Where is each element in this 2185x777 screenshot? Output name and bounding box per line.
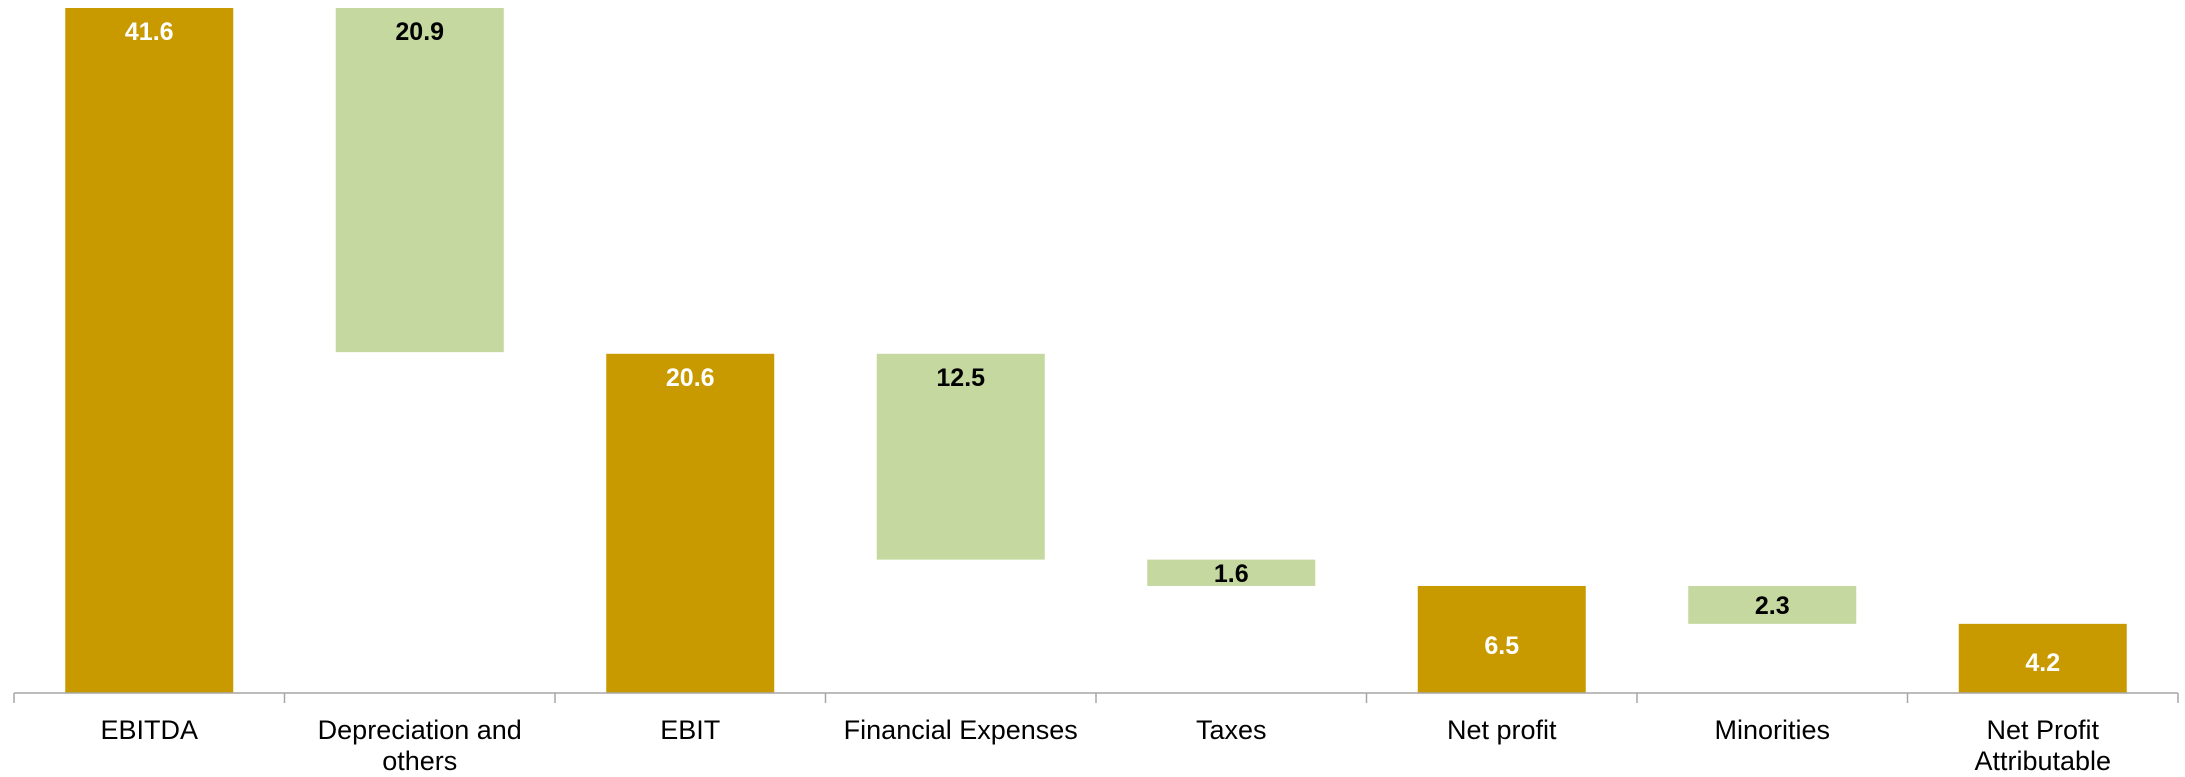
bar-total [1958, 623, 2127, 693]
data-label: 2.3 [1755, 592, 1790, 620]
bar-decrease [1688, 585, 1857, 624]
category-label-line: Depreciation and [318, 715, 522, 745]
data-label: 20.6 [666, 364, 715, 392]
category-label-line: Financial Expenses [844, 715, 1078, 745]
data-label: 1.6 [1214, 560, 1249, 588]
category-label-line: Net profit [1447, 715, 1557, 745]
bar-total [65, 8, 234, 693]
category-label-line: Taxes [1196, 715, 1267, 745]
bar-decrease [1147, 559, 1316, 586]
bar-total [1417, 585, 1586, 693]
category-label-line: Attributable [1974, 746, 2111, 776]
category-label: Depreciation and others [318, 715, 522, 776]
category-label: Financial Expenses [844, 715, 1078, 745]
category-label: Taxes [1196, 715, 1267, 745]
data-label: 12.5 [936, 364, 985, 392]
bar-total [606, 353, 775, 693]
bar-decrease [335, 8, 504, 353]
data-label: 41.6 [125, 18, 174, 46]
category-label-line: EBITDA [100, 715, 198, 745]
data-label: 4.2 [2025, 649, 2060, 677]
data-label: 6.5 [1484, 632, 1519, 660]
bar-decrease [876, 353, 1045, 560]
category-label-line: Minorities [1714, 715, 1830, 745]
category-label-line: others [382, 746, 457, 776]
data-label: 20.9 [395, 18, 444, 46]
category-label: Net profit [1447, 715, 1557, 745]
category-label: Net Profit Attributable [1974, 715, 2111, 776]
category-label: EBITDA [100, 715, 198, 745]
category-label: EBIT [660, 715, 720, 745]
category-label-line: EBIT [660, 715, 720, 745]
category-label: Minorities [1714, 715, 1830, 745]
category-label-line: Net Profit [1986, 715, 2099, 745]
